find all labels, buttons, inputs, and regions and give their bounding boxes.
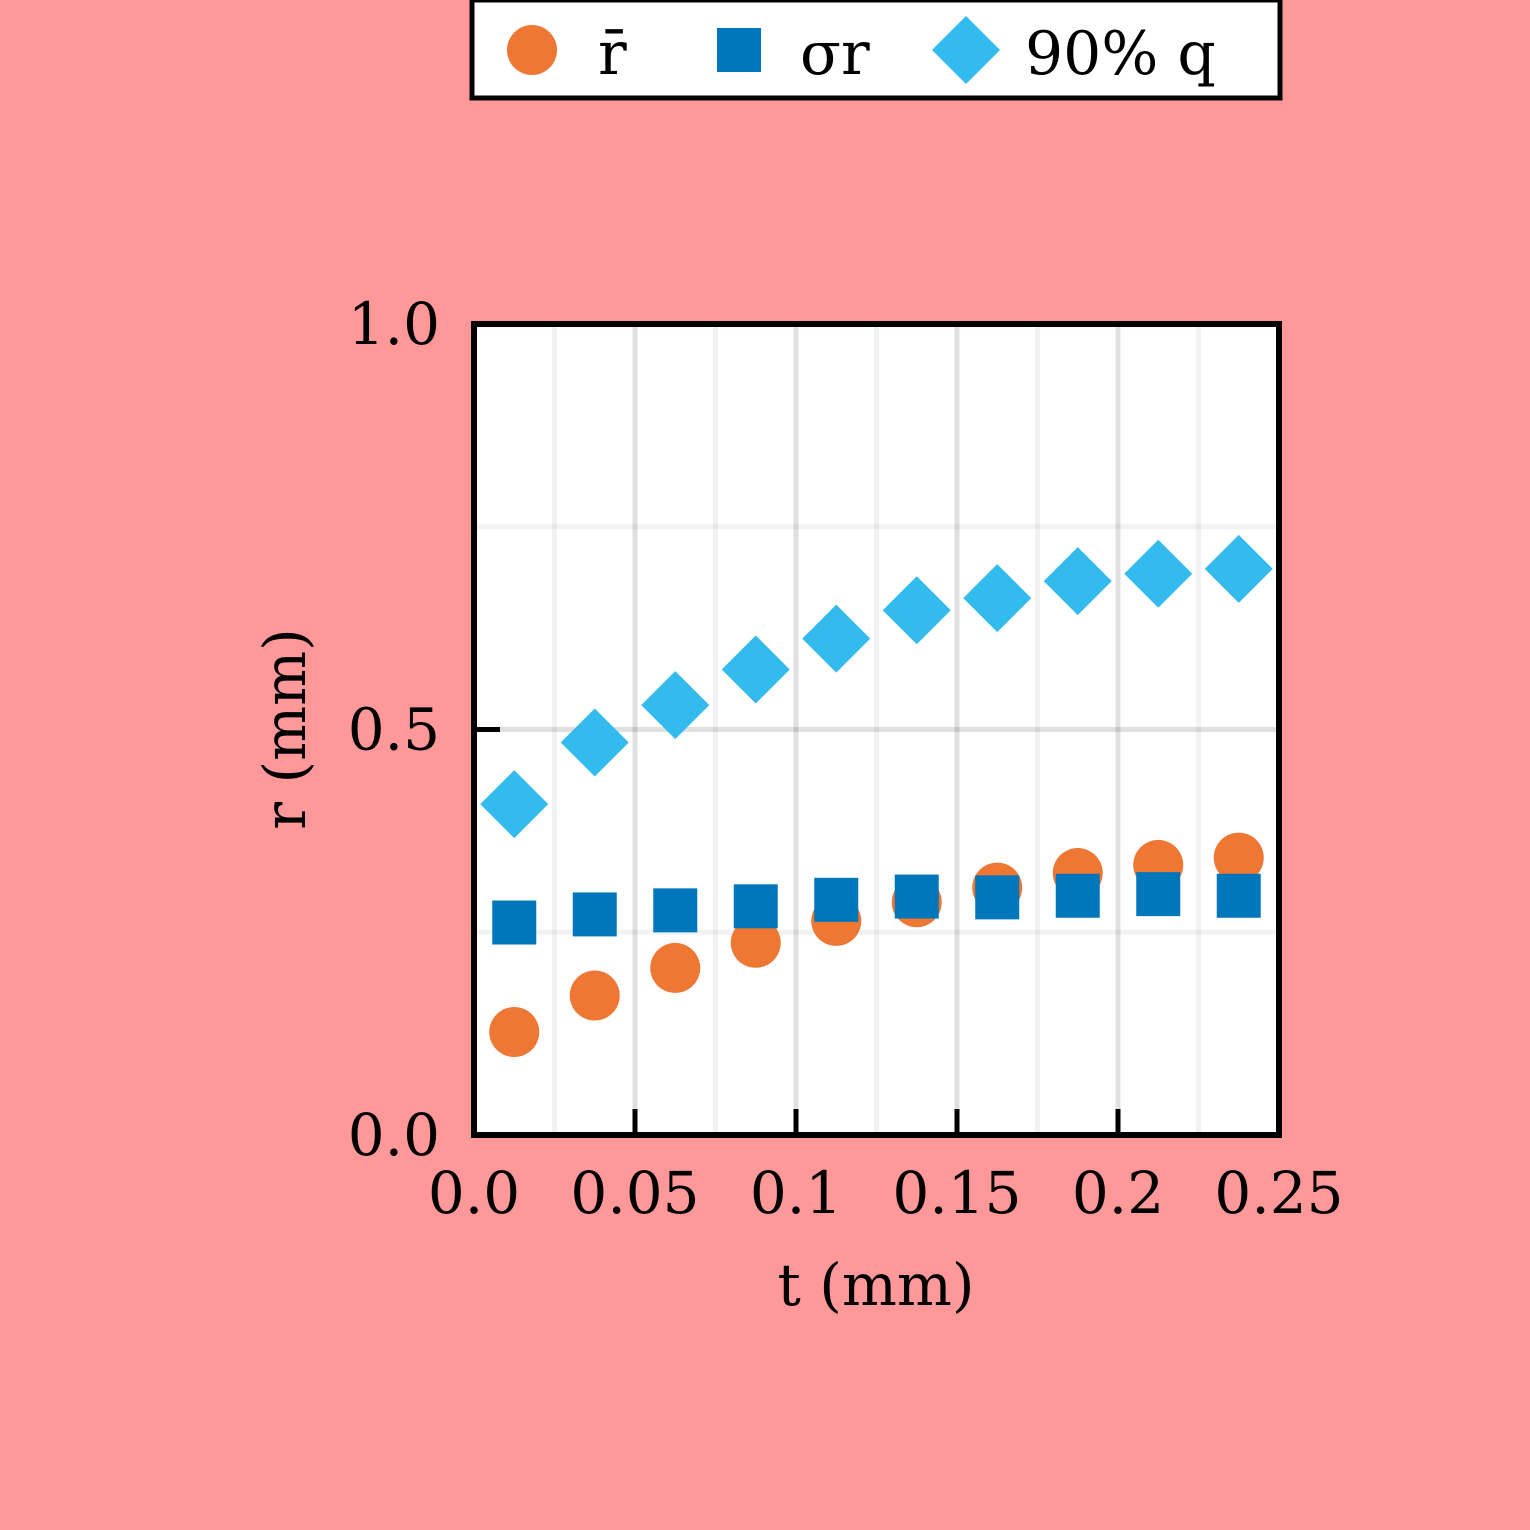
x-tick-label: 0.25 <box>1214 1159 1343 1227</box>
data-point-diamond <box>1043 547 1112 616</box>
x-tick-label: 0.2 <box>1072 1159 1164 1227</box>
data-point-square <box>894 874 939 919</box>
data-point-square <box>653 888 698 933</box>
data-point-square <box>975 875 1020 920</box>
data-point-diamond <box>480 770 549 839</box>
data-point-diamond <box>560 708 629 777</box>
data-point-square <box>733 884 778 929</box>
data-marks <box>480 534 1273 1058</box>
axis-ticks: 0.0 0.05 0.1 0.15 0.2 0.25 0.0 0.5 1.0 <box>348 290 1344 1227</box>
data-point-diamond <box>882 576 951 645</box>
legend-marker-circle <box>507 25 557 75</box>
x-tick-label: 0.0 <box>428 1159 520 1227</box>
data-point-square <box>1055 873 1100 918</box>
legend-label: r̄ <box>598 19 627 89</box>
legend-label: 90% q <box>1025 19 1216 89</box>
data-point-diamond <box>802 604 871 673</box>
x-axis-label: t (mm) <box>778 1251 975 1319</box>
x-tick-label: 0.15 <box>892 1159 1021 1227</box>
data-point-diamond <box>1204 534 1273 603</box>
data-point-circle <box>1213 832 1264 883</box>
y-tick-label: 1.0 <box>348 290 440 358</box>
data-point-square <box>492 900 537 945</box>
x-tick-label: 0.1 <box>750 1159 842 1227</box>
legend-marker-square <box>717 28 761 72</box>
y-tick-label: 0.5 <box>348 696 440 764</box>
data-point-circle <box>650 942 701 993</box>
data-point-circle <box>489 1007 540 1058</box>
x-tick-label: 0.05 <box>570 1159 699 1227</box>
data-point-diamond <box>963 564 1032 633</box>
data-point-square <box>814 877 859 922</box>
data-point-circle <box>569 970 620 1021</box>
legend: r̄ σr 90% q <box>469 0 1283 101</box>
data-point-square <box>1136 872 1181 917</box>
data-point-diamond <box>641 671 710 740</box>
legend-label: σr <box>800 19 870 89</box>
legend-box <box>469 0 1283 101</box>
data-point-diamond <box>1124 539 1193 608</box>
data-point-circle <box>730 917 781 968</box>
legend-marker-diamond <box>932 16 1000 84</box>
y-tick-label: 0.0 <box>348 1101 440 1169</box>
data-point-square <box>572 892 617 937</box>
data-point-square <box>1216 873 1261 918</box>
grid <box>474 324 1279 1135</box>
data-point-diamond <box>721 635 790 704</box>
y-axis-label: r (mm) <box>251 628 319 829</box>
